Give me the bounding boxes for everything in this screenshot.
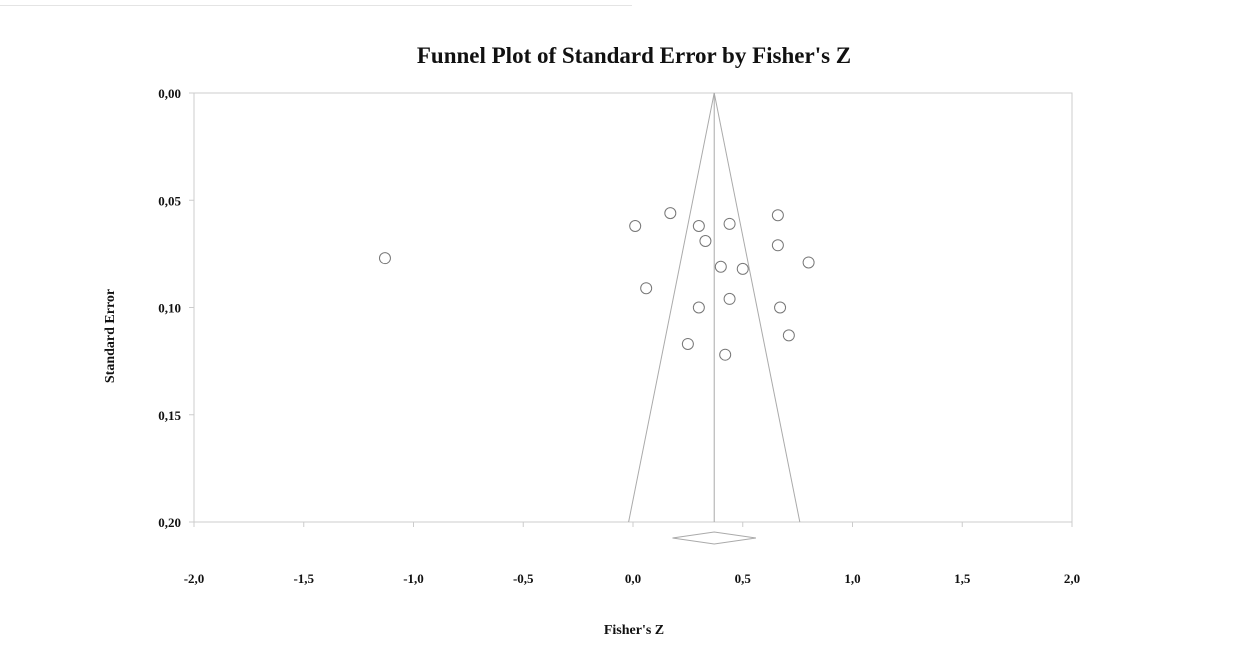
study-point: [802, 256, 815, 269]
funnel: [628, 92, 801, 545]
top-rule: [0, 5, 632, 6]
x-tick-label: 0,5: [735, 571, 752, 586]
x-tick-label: -1,5: [293, 571, 314, 586]
study-point: [719, 348, 732, 361]
study-point: [771, 209, 784, 222]
study-point: [723, 292, 736, 305]
study-point: [736, 262, 749, 275]
study-point: [681, 337, 694, 350]
study-point: [782, 329, 795, 342]
y-tick-label: 0,00: [158, 86, 181, 101]
study-point: [723, 217, 736, 230]
y-tick-label: 0,20: [158, 515, 181, 530]
study-point: [664, 207, 677, 220]
x-tick-label: 1,0: [844, 571, 860, 586]
x-tick-label: -1,0: [403, 571, 424, 586]
study-point: [629, 219, 642, 232]
study-point: [692, 219, 705, 232]
study-points: [378, 207, 815, 361]
x-axis-label: Fisher's Z: [604, 623, 664, 638]
study-point: [774, 301, 787, 314]
plot-frame: [193, 92, 1073, 523]
y-tick-label: 0,05: [158, 193, 181, 208]
chart-title: Funnel Plot of Standard Error by Fisher'…: [417, 43, 851, 68]
funnel-right-line: [713, 92, 801, 523]
x-tick-label: 1,5: [954, 571, 971, 586]
x-tick-label: -2,0: [184, 571, 205, 586]
study-point: [692, 301, 705, 314]
y-tick-label: 0,10: [158, 301, 181, 316]
funnel-left-line: [628, 92, 715, 523]
plot-area-border: [193, 92, 1073, 523]
x-tick-label: -0,5: [513, 571, 534, 586]
study-point: [640, 282, 653, 295]
y-tick-label: 0,15: [158, 408, 181, 423]
summary-diamond: [672, 531, 756, 545]
study-point: [699, 235, 712, 248]
axis-ticks: -2,0 -1,5 -1,0 -0,5 0,0 0,5 1,0 1,5 2,0 0,00 0,05 0…: [158, 86, 1080, 586]
study-point: [771, 239, 784, 252]
x-tick-label: 0,0: [625, 571, 641, 586]
study-point: [714, 260, 727, 273]
y-axis-label: Standard Error: [103, 289, 118, 383]
x-tick-label: 2,0: [1064, 571, 1080, 586]
study-point: [378, 252, 391, 265]
